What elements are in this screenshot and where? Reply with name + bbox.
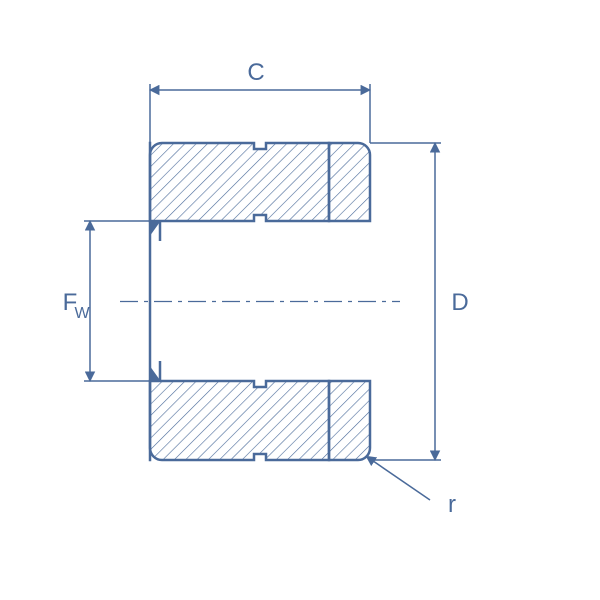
bearing-cross-section: C F W D r (0, 0, 600, 600)
svg-text:W: W (74, 305, 90, 322)
label-width: C (247, 59, 264, 86)
label-bore: F W (63, 289, 91, 322)
label-fillet: r (448, 491, 456, 518)
label-outer-dia: D (451, 289, 468, 316)
